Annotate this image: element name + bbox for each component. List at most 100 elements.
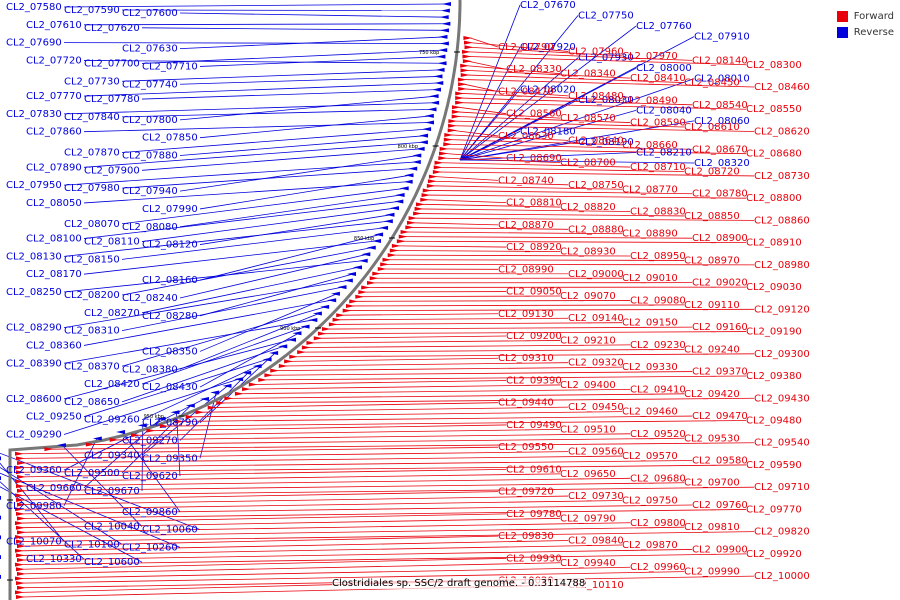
reverse-gene-mark <box>433 74 443 79</box>
reverse-gene-mark <box>320 304 330 309</box>
forward-gene-mark <box>460 63 470 68</box>
leader-line <box>21 451 569 459</box>
gene-label-forward: CL2_08980 <box>754 260 810 271</box>
reverse-gene-mark <box>408 166 418 171</box>
gene-label-forward: CL2_09490 <box>506 420 562 431</box>
leader-line <box>470 37 499 48</box>
gene-label-forward: CL2_08930 <box>560 247 616 258</box>
leader-line <box>231 393 685 399</box>
gene-label-reverse: CL2_10600 <box>84 557 140 568</box>
leader-line <box>464 79 755 88</box>
gene-label-reverse: CL2_07990 <box>142 204 198 215</box>
reverse-gene-mark <box>438 48 448 53</box>
reverse-swatch <box>836 26 848 38</box>
leader-line <box>425 199 507 204</box>
leader-line <box>452 129 499 137</box>
gene-label-forward: CL2_10110 <box>568 580 624 591</box>
reverse-gene-mark <box>358 258 368 263</box>
gene-label-forward: CL2_08780 <box>692 189 748 200</box>
gene-label-forward: CL2_09200 <box>506 331 562 342</box>
forward-gene-mark <box>462 49 472 54</box>
forward-gene-mark <box>336 313 346 318</box>
gene-label-forward: CL2_09750 <box>622 496 678 507</box>
gene-label-forward: CL2_09240 <box>684 344 740 355</box>
gene-label-reverse: CL2_08380 <box>122 364 178 375</box>
gene-label-forward: CL2_09540 <box>754 438 810 449</box>
leader-line <box>121 69 441 82</box>
leader-line <box>121 108 433 118</box>
gene-label-forward: CL2_09900 <box>692 544 748 555</box>
leader-line <box>333 322 623 325</box>
gene-label-reverse: CL2_09270 <box>122 436 178 447</box>
forward-gene-mark <box>460 68 470 73</box>
reverse-gene-mark <box>343 278 353 283</box>
gene-label-reverse: CL2_08250 <box>6 287 62 298</box>
gene-label-reverse: CL2_08790 <box>142 418 198 429</box>
gene-label-forward: CL2_09790 <box>560 513 616 524</box>
forward-gene-mark <box>16 484 25 489</box>
gene-label-forward: CL2_08640 <box>568 135 624 146</box>
forward-gene-mark <box>426 183 436 188</box>
forward-gene-mark <box>16 539 25 544</box>
forward-gene-mark <box>458 82 468 87</box>
gene-label-reverse: CL2_10100 <box>64 539 120 550</box>
gene-label-reverse: CL2_07710 <box>142 61 198 72</box>
leader-line <box>437 171 755 177</box>
reverse-gene-mark <box>312 311 322 316</box>
reverse-gene-mark <box>440 8 450 13</box>
forward-gene-mark <box>258 377 268 382</box>
gene-label-forward: CL2_09700 <box>684 478 740 489</box>
gene-label-reverse: CL2_07580 <box>6 2 62 13</box>
forward-gene-mark <box>17 488 26 493</box>
leader-line <box>166 420 747 427</box>
gene-label-forward: CL2_09510 <box>560 424 616 435</box>
leader-line <box>141 365 258 421</box>
gene-label-forward: CL2_09760 <box>692 500 748 511</box>
legend-label-reverse: Reverse <box>853 26 894 38</box>
gene-label-forward: CL2_08710 <box>630 162 686 173</box>
reverse-gene-mark <box>374 232 384 237</box>
leader-line <box>21 522 631 533</box>
gene-label-reverse: CL2_09290 <box>6 430 62 441</box>
scale-tick-label: 800 kbp <box>398 144 418 150</box>
leader-line <box>83 181 408 204</box>
forward-gene-mark <box>405 225 415 230</box>
gene-label-forward: CL2_08750 <box>568 180 624 191</box>
gene-label-forward: CL2_09960 <box>630 562 686 573</box>
gene-label-reverse: CL2_09860 <box>122 507 178 518</box>
leader-line <box>21 535 499 547</box>
leader-line <box>459 152 637 161</box>
reverse-gene-mark <box>0 495 1 500</box>
reverse-gene-mark <box>379 225 389 230</box>
gene-label-reverse: CL2_08600 <box>6 394 62 405</box>
gene-label-reverse: CL2_08150 <box>64 254 120 265</box>
gene-label-reverse: CL2_08350 <box>142 346 198 357</box>
scale-tick-label: 950 kbp <box>144 414 164 420</box>
leader-line <box>212 402 499 408</box>
leader-line <box>21 517 561 529</box>
gene-label-forward: CL2_09770 <box>746 504 802 515</box>
gene-label-reverse: CL2_07780 <box>84 94 140 105</box>
gene-label-forward: CL2_09940 <box>560 558 616 569</box>
leader-line <box>420 208 631 212</box>
leader-line <box>21 464 747 473</box>
leader-line <box>83 240 377 275</box>
gene-label-reverse: CL2_08190 <box>578 137 634 148</box>
gene-label-forward: CL2_09710 <box>754 482 810 493</box>
leader-line <box>296 353 755 358</box>
leader-line <box>459 120 695 161</box>
leader-line <box>457 111 561 119</box>
gene-label-reverse: CL2_08360 <box>26 340 82 351</box>
reverse-gene-mark <box>389 206 399 211</box>
gene-label-forward: CL2_08860 <box>754 215 810 226</box>
forward-gene-mark <box>109 437 119 442</box>
forward-gene-mark <box>361 285 371 290</box>
leader-line <box>459 25 637 161</box>
forward-gene-mark <box>17 530 26 535</box>
forward-gene-mark <box>16 497 25 502</box>
leader-line <box>21 460 693 469</box>
forward-gene-mark <box>15 576 24 581</box>
leader-line <box>418 213 685 217</box>
forward-gene-mark <box>415 202 425 207</box>
reverse-gene-mark <box>383 219 393 224</box>
